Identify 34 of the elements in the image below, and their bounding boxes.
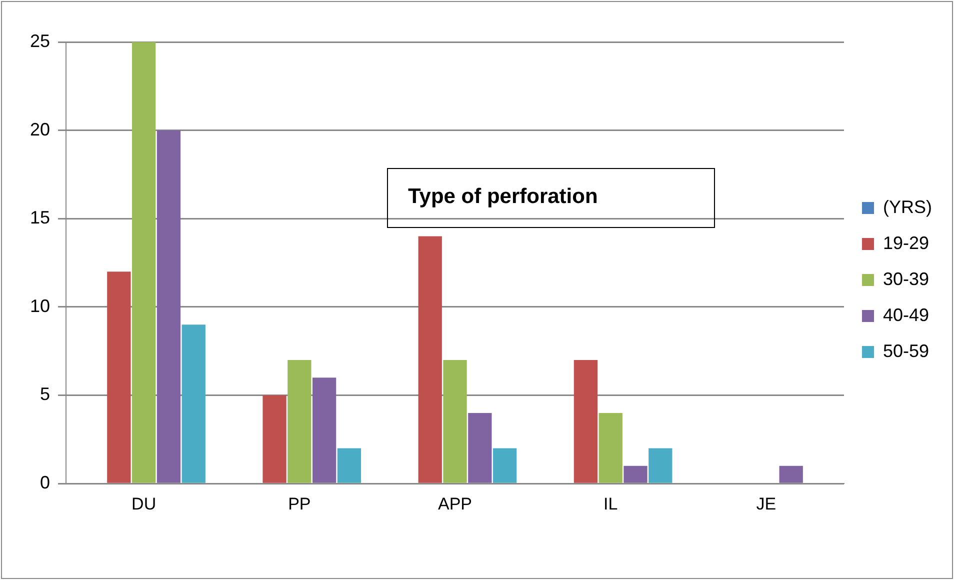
bar <box>288 360 312 483</box>
bar <box>337 448 362 483</box>
bar <box>182 324 206 483</box>
legend-label: 50-59 <box>883 340 930 361</box>
bar <box>598 412 622 483</box>
x-tick-label: IL <box>604 494 618 514</box>
bar <box>492 448 517 483</box>
legend-label: 19-29 <box>883 232 930 253</box>
bar <box>156 130 181 483</box>
bar <box>418 236 442 483</box>
y-tick-label: 20 <box>30 119 50 140</box>
bar <box>624 466 648 483</box>
x-tick-label: APP <box>438 494 472 514</box>
bar <box>648 448 672 483</box>
y-tick-label: 25 <box>30 30 50 51</box>
bar <box>132 42 156 483</box>
x-tick-label: PP <box>288 494 311 514</box>
bar <box>443 360 467 483</box>
bar <box>312 378 336 483</box>
x-tick-label: DU <box>132 494 156 514</box>
text: Type of perforation <box>387 168 715 228</box>
legend-label: (YRS) <box>883 196 932 217</box>
y-tick-label: 15 <box>30 208 50 228</box>
y-tick-label: 5 <box>40 384 50 404</box>
bar <box>262 395 286 483</box>
y-tick-label: 10 <box>30 296 50 316</box>
legend-label: 40-49 <box>883 304 930 325</box>
legend-label: 30-39 <box>883 268 930 289</box>
x-tick-label: JE <box>756 494 776 514</box>
y-tick-label: 0 <box>40 472 50 493</box>
bar <box>468 412 492 483</box>
bar <box>779 466 803 483</box>
bar <box>107 272 131 483</box>
bar <box>574 360 598 483</box>
